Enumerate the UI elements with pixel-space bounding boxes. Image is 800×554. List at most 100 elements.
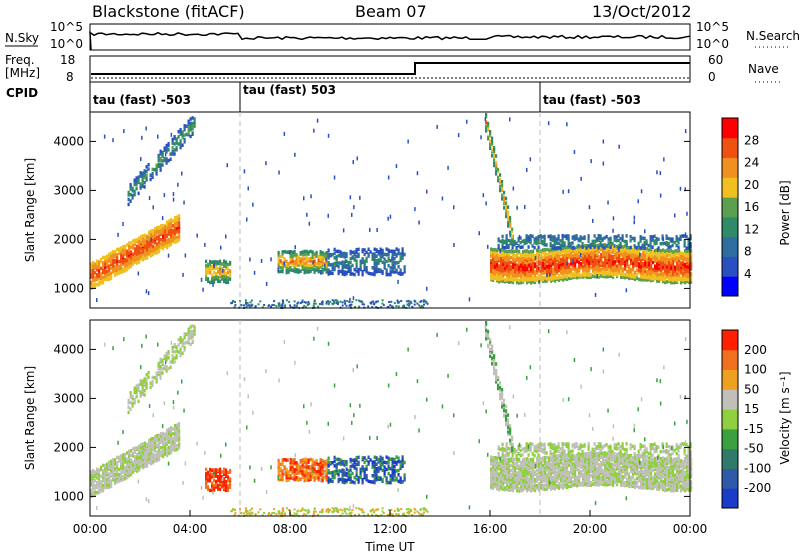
power-cell bbox=[128, 262, 131, 266]
power-cell bbox=[289, 252, 292, 257]
power-cell bbox=[359, 300, 362, 303]
power-cell bbox=[566, 257, 569, 261]
power-cell bbox=[294, 245, 296, 250]
power-cell bbox=[403, 267, 406, 271]
velocity-cell bbox=[104, 473, 107, 477]
velocity-cell bbox=[554, 476, 557, 480]
power-cell bbox=[614, 268, 617, 273]
power-cell bbox=[510, 274, 513, 278]
power-cell bbox=[670, 249, 673, 253]
power-cell bbox=[128, 259, 131, 263]
power-cell bbox=[112, 250, 115, 254]
power-cell bbox=[122, 267, 125, 271]
power-cell bbox=[347, 265, 350, 269]
velocity-cell bbox=[207, 487, 210, 491]
power-cell bbox=[341, 304, 344, 307]
power-cell bbox=[122, 249, 125, 253]
power-cell bbox=[552, 274, 555, 278]
velocity-cell bbox=[116, 472, 119, 476]
velocity-cell bbox=[313, 467, 316, 471]
power-cell bbox=[684, 273, 687, 277]
velocity-cell bbox=[548, 477, 551, 482]
velocity-cell bbox=[506, 466, 509, 470]
velocity-cell bbox=[536, 468, 539, 472]
velocity-cell bbox=[98, 470, 101, 474]
velocity-cell bbox=[552, 460, 555, 464]
power-cell bbox=[518, 256, 521, 260]
velocity-cell bbox=[528, 482, 531, 486]
power-cell bbox=[566, 265, 569, 269]
power-cell bbox=[571, 235, 574, 239]
power-cell bbox=[588, 268, 591, 273]
power-cell bbox=[690, 260, 693, 265]
power-cell bbox=[589, 242, 592, 247]
velocity-cell bbox=[500, 459, 503, 463]
velocity-cell bbox=[301, 474, 304, 478]
power-cell bbox=[389, 304, 392, 307]
power-cell bbox=[141, 178, 144, 182]
power-cell bbox=[640, 255, 643, 259]
power-cell bbox=[365, 259, 368, 263]
velocity-cell bbox=[512, 462, 515, 466]
power-cell bbox=[159, 149, 162, 154]
power-cell bbox=[297, 255, 300, 259]
power-cell bbox=[588, 270, 591, 275]
power-cell bbox=[688, 267, 691, 271]
velocity-cell bbox=[518, 469, 521, 473]
power-cell bbox=[513, 239, 516, 244]
power-cell bbox=[622, 272, 625, 277]
velocity-cell bbox=[174, 446, 177, 450]
velocity-cell bbox=[339, 477, 342, 482]
velocity-cell bbox=[211, 468, 214, 472]
cpid-row: CPID tau (fast) -503 tau (fast) 503 tau … bbox=[6, 82, 641, 112]
velocity-cell bbox=[387, 456, 390, 460]
velocity-cell bbox=[152, 459, 155, 463]
power-cell bbox=[592, 251, 595, 255]
power-cell bbox=[626, 275, 629, 279]
power-cell bbox=[393, 260, 396, 265]
power-cell bbox=[626, 254, 629, 259]
velocity-cell bbox=[100, 489, 103, 493]
power-cell bbox=[385, 272, 388, 277]
power-cell bbox=[674, 280, 677, 285]
velocity-cell bbox=[490, 455, 493, 459]
power-cell bbox=[640, 253, 643, 257]
velocity-cell bbox=[209, 467, 212, 472]
velocity-cell bbox=[150, 461, 153, 466]
velocity-cell bbox=[514, 466, 517, 470]
power-cell bbox=[187, 125, 190, 130]
velocity-cell bbox=[530, 484, 533, 488]
power-cell bbox=[520, 252, 523, 257]
power-cell bbox=[687, 239, 690, 243]
power-cell bbox=[676, 278, 679, 283]
power-cell bbox=[118, 266, 121, 271]
power-cell bbox=[219, 264, 222, 268]
power-cell bbox=[130, 250, 133, 254]
power-cell bbox=[122, 247, 125, 251]
velocity-cell bbox=[367, 460, 370, 464]
velocity-cell bbox=[401, 462, 404, 466]
power-cell bbox=[345, 259, 348, 263]
power-cell bbox=[132, 243, 135, 247]
power-cell bbox=[229, 277, 232, 281]
velocity-cell bbox=[568, 478, 571, 482]
power-cell bbox=[291, 252, 294, 257]
power-cell bbox=[690, 280, 693, 284]
velocity-cell bbox=[159, 364, 162, 369]
power-cell bbox=[629, 246, 632, 250]
power-cell bbox=[289, 306, 292, 309]
power-cell bbox=[174, 238, 177, 242]
power-cell bbox=[532, 266, 535, 270]
power-cell bbox=[538, 251, 541, 255]
power-cell bbox=[355, 262, 358, 267]
power-cell bbox=[678, 264, 681, 269]
power-cell bbox=[126, 258, 129, 263]
velocity-cell bbox=[502, 466, 505, 470]
power-cell bbox=[687, 243, 690, 247]
power-cell bbox=[688, 270, 691, 274]
velocity-cell bbox=[498, 474, 501, 479]
power-cell bbox=[170, 239, 173, 243]
power-cell bbox=[128, 251, 131, 255]
power-cell bbox=[540, 264, 543, 269]
velocity-cell bbox=[219, 467, 222, 472]
